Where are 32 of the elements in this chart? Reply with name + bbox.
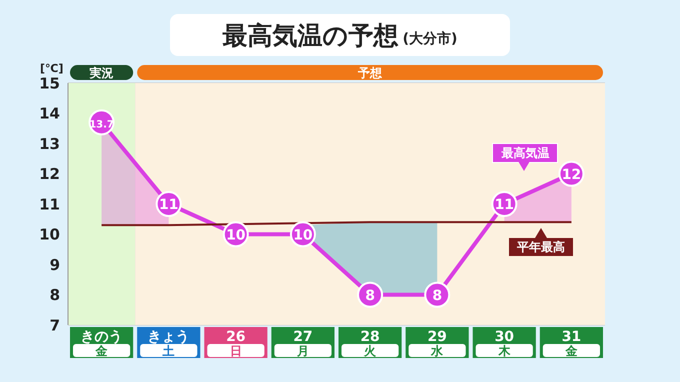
- x-tick-label: 29水: [427, 329, 447, 358]
- x-tick-label: 28火: [360, 329, 380, 358]
- x-tick-label: きのう金: [80, 329, 123, 358]
- y-tick-label: 9: [50, 256, 60, 274]
- y-tick-label: 10: [39, 226, 60, 244]
- data-label: 8: [432, 288, 442, 304]
- data-label: 8: [365, 288, 375, 304]
- data-label: 11: [494, 197, 514, 213]
- data-label: 12: [562, 166, 582, 183]
- y-tick-label: 12: [39, 165, 60, 184]
- data-label: 10: [293, 227, 313, 244]
- y-tick-label: 14: [39, 104, 60, 123]
- chart-title: 最高気温の予想: [222, 20, 399, 52]
- y-tick-label: 11: [39, 195, 60, 214]
- band-label: 予想: [357, 66, 384, 80]
- y-axis-title: [℃]: [40, 62, 64, 75]
- data-label: 10: [226, 227, 246, 244]
- x-tick-label: 26日: [226, 329, 246, 358]
- x-tick-label: 30木: [494, 329, 514, 358]
- chart-subtitle: (大分市): [402, 30, 458, 48]
- band-label: 実況: [88, 66, 114, 80]
- x-tick-label: 31金: [562, 329, 582, 358]
- data-label: 11: [158, 197, 178, 213]
- x-tick-label: きょう土: [148, 329, 190, 358]
- series-label: 最高気温: [492, 142, 558, 163]
- y-tick-label: 13: [39, 134, 60, 153]
- x-tick-label: 27月: [293, 329, 313, 358]
- legend-label: 平年最高: [509, 238, 574, 256]
- data-label: 13.7: [89, 119, 114, 130]
- y-tick-label: 8: [50, 286, 60, 304]
- y-tick-label: 7: [50, 316, 60, 334]
- y-tick-label: 15: [39, 74, 60, 92]
